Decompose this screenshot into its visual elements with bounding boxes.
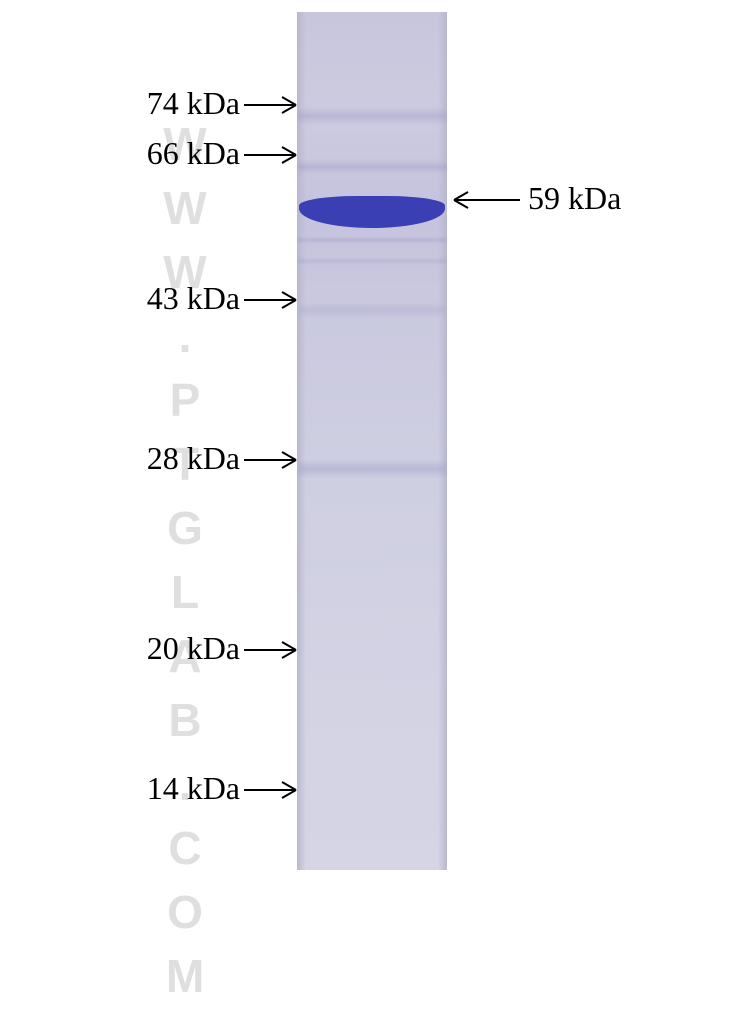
faint-band bbox=[297, 257, 447, 265]
marker-band bbox=[297, 107, 447, 125]
arrow-icon bbox=[234, 143, 306, 167]
marker-label: 43 kDa bbox=[147, 280, 240, 317]
marker-label: 20 kDa bbox=[147, 630, 240, 667]
arrow-icon bbox=[444, 188, 530, 212]
marker-label: 74 kDa bbox=[147, 85, 240, 122]
marker-label: 66 kDa bbox=[147, 135, 240, 172]
arrow-icon bbox=[234, 778, 306, 802]
watermark-text: WWW.PTGLAB.COM bbox=[158, 118, 212, 858]
arrow-icon bbox=[234, 288, 306, 312]
marker-band bbox=[297, 459, 447, 479]
arrow-icon bbox=[234, 93, 306, 117]
marker-band bbox=[297, 302, 447, 318]
arrow-icon bbox=[234, 638, 306, 662]
gel-background bbox=[297, 12, 447, 870]
target-label: 59 kDa bbox=[528, 180, 621, 217]
arrow-icon bbox=[234, 448, 306, 472]
faint-band bbox=[297, 236, 447, 244]
marker-label: 28 kDa bbox=[147, 440, 240, 477]
marker-label: 14 kDa bbox=[147, 770, 240, 807]
marker-band bbox=[297, 160, 447, 174]
gel-lane bbox=[297, 12, 447, 870]
